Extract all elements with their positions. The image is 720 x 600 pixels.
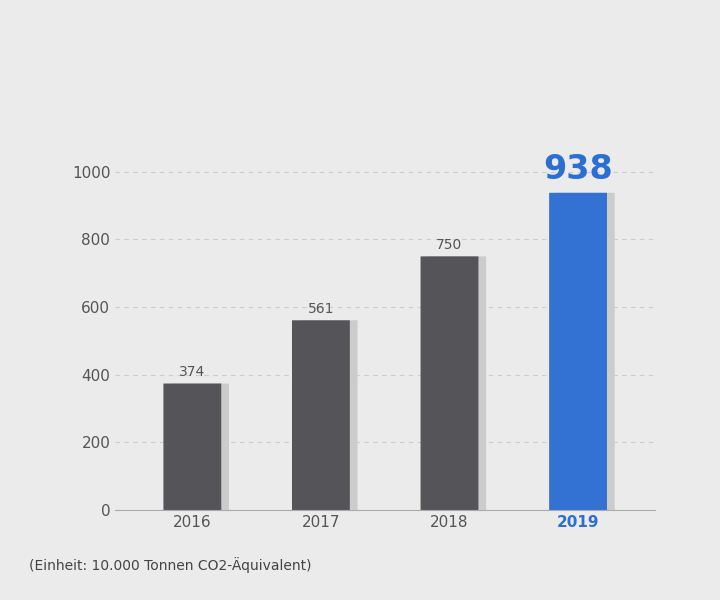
FancyBboxPatch shape xyxy=(300,320,358,510)
Text: 374: 374 xyxy=(179,365,205,379)
Text: 750: 750 xyxy=(436,238,463,253)
FancyBboxPatch shape xyxy=(171,383,229,510)
Text: (Einheit: 10.000 Tonnen CO2-Äquivalent): (Einheit: 10.000 Tonnen CO2-Äquivalent) xyxy=(29,557,311,573)
Text: 561: 561 xyxy=(307,302,334,316)
FancyBboxPatch shape xyxy=(549,193,607,510)
FancyBboxPatch shape xyxy=(557,193,615,510)
FancyBboxPatch shape xyxy=(163,383,221,510)
Text: 938: 938 xyxy=(543,153,613,186)
FancyBboxPatch shape xyxy=(292,320,350,510)
FancyBboxPatch shape xyxy=(428,256,486,510)
FancyBboxPatch shape xyxy=(420,256,478,510)
